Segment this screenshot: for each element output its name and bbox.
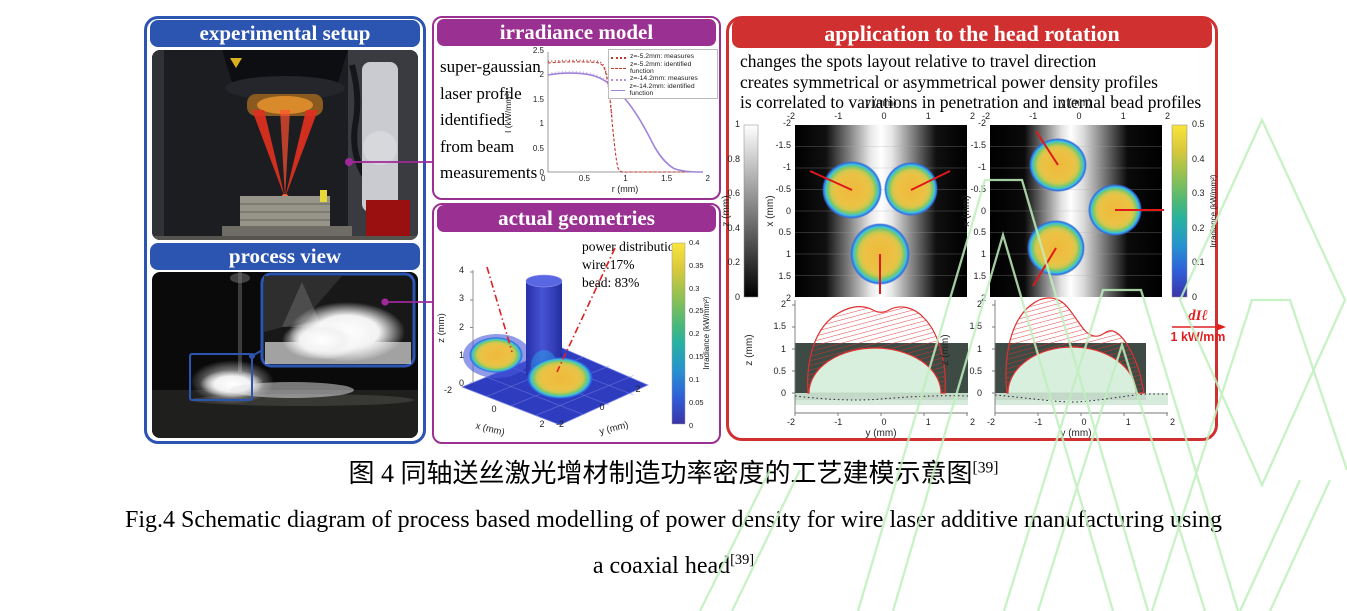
map2-top-label: y (mm) <box>1060 98 1092 109</box>
irradiance-bar-label: Irradiance (kW/mm²) <box>1209 174 1218 248</box>
caption-chinese-text: 图 4 同轴送丝激光增材制造功率密度的工艺建模示意图 <box>348 459 973 488</box>
bullet-line: creates symmetrical or asymmetrical powe… <box>740 71 1158 92</box>
map1-top-label: y (mm) <box>865 98 897 109</box>
caption-english-text2: a coaxial head <box>592 553 731 579</box>
irradiance-legend: z=-5.2mm: measures z=-5.2mm: identified … <box>608 49 718 99</box>
legend-swatch-solid-purple <box>611 90 626 91</box>
irradiance-y-label: I (kW/mm²) <box>502 91 513 134</box>
note-line: laser profile <box>440 83 522 103</box>
map1-top-ticks: -2 -1 0 1 2 <box>787 111 975 121</box>
legend-swatch-dotted-red <box>611 56 626 59</box>
scale-legend-symbol: dIℓ <box>1188 308 1208 324</box>
cross1-x-label: y (mm) <box>865 428 897 439</box>
experimental-setup-photo <box>152 50 418 240</box>
note-line: from beam <box>440 136 515 156</box>
geometry-y-tick: 0 <box>599 402 605 412</box>
legend-swatch-dotted-purple <box>611 78 626 81</box>
annotation-line: bead: 83% <box>582 275 640 290</box>
caption-chinese: 图 4 同轴送丝激光增材制造功率密度的工艺建模示意图[39] <box>0 453 1347 490</box>
note-line: super-gaussian <box>440 57 541 76</box>
note-line: identified <box>440 110 506 129</box>
zbar-ticks: 1 0.8 0.6 0.4 0.2 0 <box>727 119 740 302</box>
irradiance-note: super-gaussian laser profile identified … <box>440 54 552 187</box>
cross2-z-label: z (mm) <box>940 334 951 366</box>
caption-english-line2: a coaxial head[39] <box>0 552 1347 580</box>
note-line: measurements <box>440 163 538 182</box>
process-view-title: process view <box>150 243 420 270</box>
bullet-line: is correlated to variations in penetrati… <box>740 92 1202 112</box>
head-rotation-title: application to the head rotation <box>732 19 1212 48</box>
actual-geometries-title: actual geometries <box>437 205 716 232</box>
laser-head-photo-graphic <box>152 50 418 240</box>
legend-label: z=-14.2mm: identified function <box>629 82 695 97</box>
bullet-line: changes the spots layout relative to tra… <box>740 51 1097 71</box>
caption-english-line1: Fig.4 Schematic diagram of process based… <box>0 507 1347 534</box>
geometry-x-tick: 2 <box>539 419 545 429</box>
cross1-x-ticks: -2 -1 0 1 2 <box>787 417 975 427</box>
power-distribution-annotation: power distribution: wire:17% bead: 83% <box>582 238 686 292</box>
map2-x-ticks: -2 -1.5 -1 -0.5 0 0.5 1 1.5 2 <box>970 118 986 303</box>
spot-map-config2 <box>990 125 1162 297</box>
caption-english-ref: [39] <box>730 552 755 568</box>
map2-top-ticks: -2 -1 0 1 2 <box>982 111 1170 121</box>
irradiance-y-ticks: 2.5 2 1.5 1 0.5 0 <box>532 46 544 177</box>
caption-english-text1: Fig.4 Schematic diagram of process based… <box>124 507 1223 533</box>
geometry-x-tick: -2 <box>443 385 452 395</box>
irradiance-x-ticks: 0 0.5 1 1.5 2 <box>541 174 710 183</box>
geometry-y-tick: 2 <box>635 384 641 394</box>
head-rotation-bullets: changes the spots layout relative to tra… <box>740 51 1210 113</box>
scale-legend-value: 1 kW/mm <box>1170 330 1226 344</box>
geometry-colorbar-ticks: 0.4 0.35 0.3 0.25 0.2 0.15 0.1 0.05 0 <box>689 238 704 430</box>
irradiance-x-label: r (mm) <box>611 184 639 194</box>
geometry-x-tick: 0 <box>491 404 497 414</box>
annotation-line: power distribution: <box>582 239 686 254</box>
cross2-x-ticks: -2 -1 0 1 2 <box>987 417 1175 427</box>
melt-pool-photo-graphic <box>152 272 418 438</box>
legend-label: z=-14.2mm: measures <box>630 75 698 83</box>
geometry-y-tick: -2 <box>555 419 564 429</box>
map1-x-ticks: -2 -1.5 -1 -0.5 0 0.5 1 1.5 2 <box>775 118 791 303</box>
legend-swatch-dashed-red <box>611 68 626 69</box>
process-view-photo <box>152 272 418 438</box>
cross1-z-ticks: 2 1.5 1 0.5 0 <box>773 299 786 398</box>
legend-label: z=-5.2mm: measures <box>630 53 695 61</box>
cross1-z-label: z (mm) <box>744 334 755 366</box>
cross2-z-ticks: 2 1.5 1 0.5 0 <box>969 299 982 398</box>
experimental-setup-title: experimental setup <box>150 20 420 47</box>
spot-map-config1 <box>795 125 967 297</box>
geometry-z-label: z (mm) <box>436 313 448 343</box>
cross2-x-label: y (mm) <box>1060 428 1092 439</box>
annotation-line: wire:17% <box>582 257 635 272</box>
irradiance-model-title: irradiance model <box>437 19 716 46</box>
legend-label: z=-5.2mm: identified function <box>629 60 692 75</box>
caption-chinese-ref: [39] <box>972 459 999 477</box>
